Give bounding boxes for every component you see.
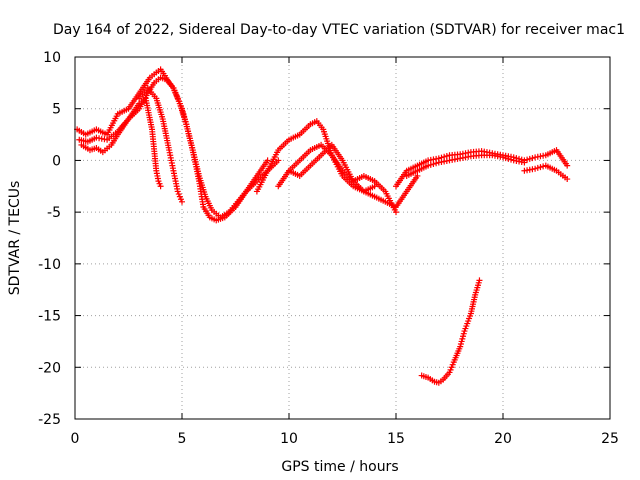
data-point (430, 161, 437, 168)
series-sat-c (78, 95, 164, 190)
y-tick-label: -25 (38, 412, 61, 428)
y-tick-label: -20 (38, 360, 61, 376)
data-marks (74, 66, 571, 386)
data-point (526, 155, 533, 162)
data-point (537, 164, 544, 171)
data-point (508, 156, 515, 163)
data-point (505, 155, 512, 162)
data-point (521, 159, 528, 166)
x-axis-label: GPS time / hours (281, 459, 398, 475)
data-point (529, 155, 536, 162)
x-tick-label: 15 (387, 431, 405, 447)
x-tick-label: 5 (178, 431, 187, 447)
data-point (179, 198, 185, 205)
data-point (393, 209, 399, 216)
data-point (371, 183, 378, 190)
grid (75, 57, 610, 419)
data-point (524, 156, 531, 163)
x-tick-label: 25 (601, 431, 619, 447)
x-tick-label: 0 (71, 431, 80, 447)
data-point (427, 161, 434, 168)
y-tick-label: 10 (43, 50, 61, 66)
series-sat-i (403, 152, 528, 179)
y-tick-label: -5 (47, 205, 61, 221)
data-point (275, 157, 282, 164)
data-point (264, 157, 271, 164)
data-point (564, 176, 571, 183)
chart-title: Day 164 of 2022, Sidereal Day-to-day VTE… (53, 22, 625, 38)
data-point (502, 155, 509, 162)
series-sat-j (521, 162, 571, 183)
data-point (433, 160, 440, 167)
y-tick-label: 0 (52, 153, 61, 169)
y-axis-label: SDTVAR / TECUs (7, 181, 23, 296)
y-tick-label: 5 (52, 102, 61, 118)
series-sat-d (136, 85, 185, 205)
data-point (157, 183, 164, 190)
y-tick-label: -15 (38, 309, 61, 325)
x-tick-label: 10 (280, 431, 298, 447)
data-point (534, 164, 541, 171)
plot-frame (74, 56, 611, 420)
data-point (414, 172, 421, 179)
data-point (476, 277, 483, 284)
data-point (564, 162, 571, 169)
x-tick-label: 20 (494, 431, 512, 447)
data-point (425, 162, 432, 169)
series-sat-k (418, 277, 483, 386)
series-sat-g (286, 141, 378, 195)
data-point (500, 154, 506, 161)
data-point (532, 165, 539, 172)
y-tick-label: -10 (38, 257, 61, 273)
